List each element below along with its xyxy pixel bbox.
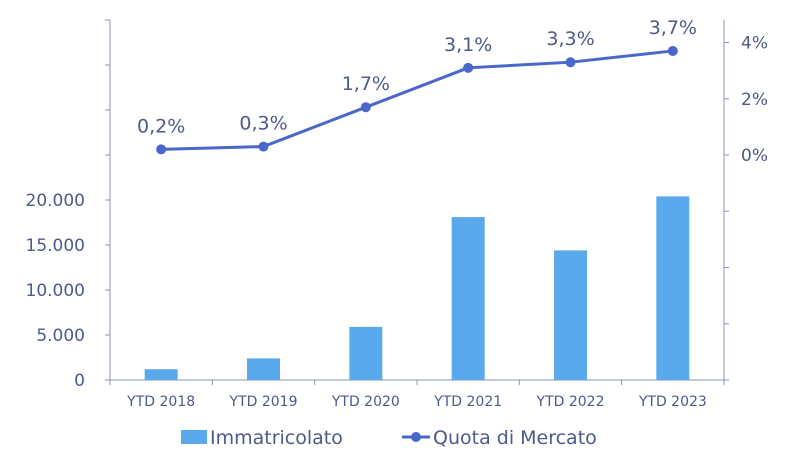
axes: 0 5.000 10.000 15.000 20.000 0% 2% 4% YTD 2018 YT… xyxy=(26,19,768,410)
line-point xyxy=(156,144,167,155)
right-axis-tick-label: 4% xyxy=(741,34,768,54)
line-point xyxy=(463,62,474,73)
data-label: 0,3% xyxy=(239,113,287,135)
bar xyxy=(144,369,178,380)
data-label: 3,1% xyxy=(444,34,492,56)
bar xyxy=(656,196,690,380)
line-path xyxy=(161,49,673,151)
right-axis-tick-label: 0% xyxy=(741,146,768,166)
data-label: 0,2% xyxy=(137,115,185,137)
left-axis-tick-label: 5.000 xyxy=(36,326,85,346)
bar xyxy=(247,358,280,380)
data-label: 3,3% xyxy=(546,28,594,50)
bar xyxy=(451,217,485,380)
left-axis-tick-label: 20.000 xyxy=(26,191,85,211)
x-axis-tick-label: YTD 2021 xyxy=(433,394,502,410)
left-axis-tick-label: 15.000 xyxy=(26,236,85,256)
legend-swatch-marker xyxy=(411,432,421,442)
data-label: 3,7% xyxy=(649,17,697,39)
bar xyxy=(349,326,383,380)
x-axis-tick-label: YTD 2023 xyxy=(638,394,707,410)
bar-series xyxy=(144,196,690,380)
line-point xyxy=(565,57,576,68)
x-axis-tick-label: YTD 2020 xyxy=(331,394,400,410)
data-labels: 0,2% 0,3% 1,7% 3,1% 3,3% 3,7% xyxy=(137,17,697,137)
line-point xyxy=(360,102,371,113)
line-series xyxy=(156,45,678,155)
legend: Immatricolato Quota di Mercato xyxy=(181,427,597,449)
left-axis-tick-label: 10.000 xyxy=(26,281,85,301)
right-axis-tick-label: 2% xyxy=(741,90,768,110)
bar xyxy=(554,250,587,380)
legend-label-line: Quota di Mercato xyxy=(433,427,597,449)
x-axis-tick-label: YTD 2022 xyxy=(536,394,605,410)
legend-label-bar: Immatricolato xyxy=(210,427,343,449)
line-point xyxy=(258,141,269,152)
x-axis-tick-label: YTD 2018 xyxy=(126,394,195,410)
data-label: 1,7% xyxy=(342,73,390,95)
line-point xyxy=(667,45,678,56)
legend-swatch-bar xyxy=(181,430,207,444)
x-axis-tick-label: YTD 2019 xyxy=(229,394,298,410)
left-axis-tick-label: 0 xyxy=(74,371,85,391)
